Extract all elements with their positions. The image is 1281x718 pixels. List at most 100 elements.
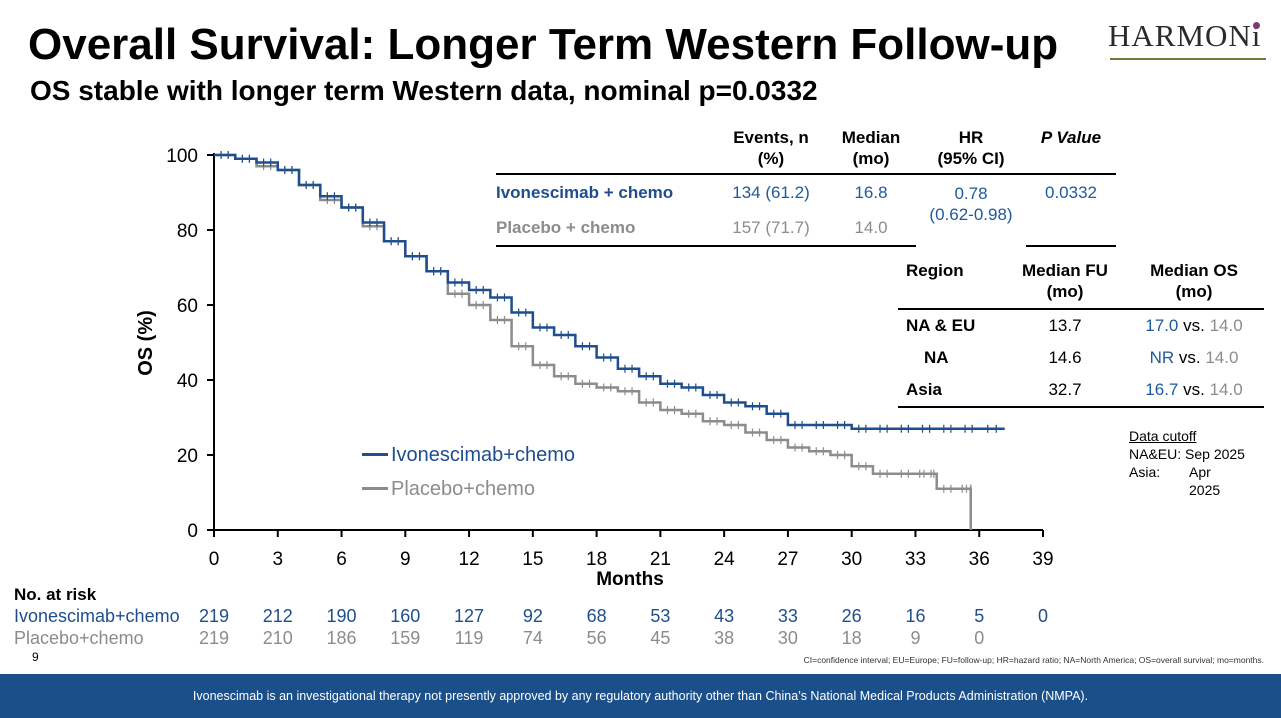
- os-pbo: 14.0: [1205, 348, 1239, 367]
- table-row: NA & EU 13.7 17.0 vs. 14.0: [898, 309, 1264, 342]
- data-cutoff-title: Data cutoff: [1129, 428, 1197, 444]
- y-axis-label: OS (%): [135, 310, 157, 376]
- hr-value: 0.78 (0.62-0.98): [916, 174, 1026, 246]
- at-risk-value: 53: [650, 606, 671, 626]
- at-risk-value: 159: [390, 628, 421, 648]
- median-fu-header: Median FU (mo): [1006, 260, 1124, 310]
- empty-cell: [1026, 210, 1116, 247]
- x-axis-label: Months: [596, 569, 664, 590]
- events-header: Events, n (%): [716, 127, 826, 175]
- at-risk-value: 43: [714, 606, 735, 626]
- x-tick-label: 30: [841, 549, 862, 570]
- at-risk-value: 190: [326, 606, 357, 626]
- vs-text: vs.: [1178, 348, 1201, 367]
- at-risk-value: 56: [586, 628, 607, 648]
- at-risk-value: 186: [326, 628, 357, 648]
- x-tick-label: 12: [459, 549, 480, 570]
- disclaimer-banner: Ivonescimab is an investigational therap…: [0, 674, 1281, 718]
- footnote: CI=confidence interval; EU=Europe; FU=fo…: [803, 655, 1264, 665]
- y-tick-label: 20: [177, 446, 198, 467]
- x-tick-label: 21: [650, 549, 671, 570]
- series-line-ivonescimab: [214, 153, 1005, 430]
- at-risk-label-pbo: Placebo+chemo: [14, 628, 144, 648]
- median-fu-value: 14.6: [1048, 348, 1082, 367]
- median-os-header: Median OS (mo): [1124, 260, 1264, 310]
- y-tick-label: 80: [177, 221, 198, 242]
- x-tick-label: 24: [714, 549, 736, 570]
- legend-placebo: Placebo+chemo: [362, 478, 535, 501]
- logo-dot: [1253, 22, 1260, 29]
- at-risk-value: 127: [454, 606, 485, 626]
- at-risk-value: 16: [905, 606, 926, 626]
- efficacy-table-header: Events, n (%) Median (mo) HR (95% CI) P Val…: [496, 127, 1116, 175]
- legend-label: Ivonescimab+chemo: [391, 444, 575, 466]
- median-value: 14.0: [826, 210, 916, 247]
- events-value: 157 (71.7): [716, 210, 826, 247]
- x-tick-label: 33: [905, 549, 926, 570]
- chart-ticks: [220, 151, 997, 493]
- data-cutoff-asia-label: Asia:: [1129, 464, 1161, 480]
- hr-header: HR (95% CI): [916, 127, 1026, 175]
- region-name: Asia: [898, 374, 1006, 408]
- page-subtitle: OS stable with longer term Western data,…: [30, 75, 818, 106]
- region-name: NA & EU: [906, 316, 976, 335]
- os-pbo: 14.0: [1209, 380, 1243, 399]
- table-row: Placebo + chemo 157 (71.7) 14.0: [496, 210, 1116, 247]
- harmoni-logo: HARMONi: [1108, 18, 1268, 62]
- region-name: NA: [924, 348, 949, 367]
- hr-estimate: 0.78: [954, 184, 988, 203]
- p-value: 0.0332: [1045, 182, 1097, 202]
- median-fu-value: 13.7: [1048, 316, 1082, 335]
- at-risk-title: No. at risk: [14, 585, 97, 604]
- table-row: Asia 32.7 16.7 vs. 14.0: [898, 374, 1264, 408]
- legend-ivonescimab: Ivonescimab+chemo: [362, 444, 575, 467]
- x-tick-label: 39: [1032, 549, 1053, 570]
- at-risk-value: 119: [454, 628, 484, 648]
- at-risk-value: 30: [777, 628, 798, 648]
- at-risk-value: 33: [777, 606, 798, 626]
- vs-text: vs.: [1183, 380, 1205, 399]
- data-cutoff: Data cutoff NA&EU: Sep 2025 Asia: Apr 20…: [1129, 427, 1245, 498]
- table-row: NA 14.6 NR vs. 14.0: [898, 342, 1264, 374]
- at-risk-value: 38: [714, 628, 735, 648]
- x-tick-label: 18: [586, 549, 607, 570]
- at-risk-value: 45: [650, 628, 671, 648]
- at-risk-value: 0: [974, 628, 985, 648]
- at-risk-value: 92: [522, 606, 543, 626]
- data-cutoff-asia: Asia: Apr 2025: [1129, 463, 1245, 498]
- region-table: Region Median FU (mo) Median OS (mo) NA & …: [898, 260, 1264, 408]
- x-tick-label: 9: [400, 549, 411, 570]
- arm-label: Ivonescimab + chemo: [496, 182, 674, 202]
- disclaimer-text: Ivonescimab is an investigational therap…: [192, 689, 1089, 703]
- at-risk-value: 9: [910, 628, 921, 648]
- logo-text: HARMONi: [1108, 18, 1262, 53]
- x-tick-label: 6: [336, 549, 347, 570]
- vs-text: vs.: [1183, 316, 1205, 335]
- legend-swatch: [362, 487, 388, 491]
- table-row: Ivonescimab + chemo 134 (61.2) 16.8 0.78…: [496, 174, 1116, 225]
- p-value-header: P Value: [1026, 127, 1116, 175]
- x-tick-label: 3: [272, 549, 283, 570]
- legend-swatch: [362, 453, 388, 457]
- at-risk-value: 0: [1037, 606, 1048, 626]
- os-ivo: 16.7: [1145, 380, 1179, 399]
- y-tick-label: 100: [166, 146, 198, 167]
- at-risk-value: 160: [390, 606, 421, 626]
- arm-header: [496, 127, 716, 175]
- median-value: 16.8: [854, 182, 888, 202]
- x-tick-label: 27: [777, 549, 798, 570]
- os-pbo: 14.0: [1209, 316, 1243, 335]
- legend-label: Placebo+chemo: [391, 478, 535, 500]
- page-number: 9: [32, 650, 39, 664]
- at-risk-label-ivo: Ivonescimab+chemo: [14, 606, 180, 626]
- at-risk-value: 219: [198, 606, 230, 626]
- page-title: Overall Survival: Longer Term Western Fo…: [28, 20, 1059, 69]
- os-ivo: NR: [1149, 348, 1175, 367]
- at-risk-value: 68: [586, 606, 607, 626]
- at-risk-value: 74: [522, 628, 543, 648]
- region-table-header: Region Median FU (mo) Median OS (mo): [898, 260, 1264, 310]
- median-os-value: NR vs. 14.0: [1124, 342, 1264, 374]
- y-tick-label: 60: [177, 296, 198, 317]
